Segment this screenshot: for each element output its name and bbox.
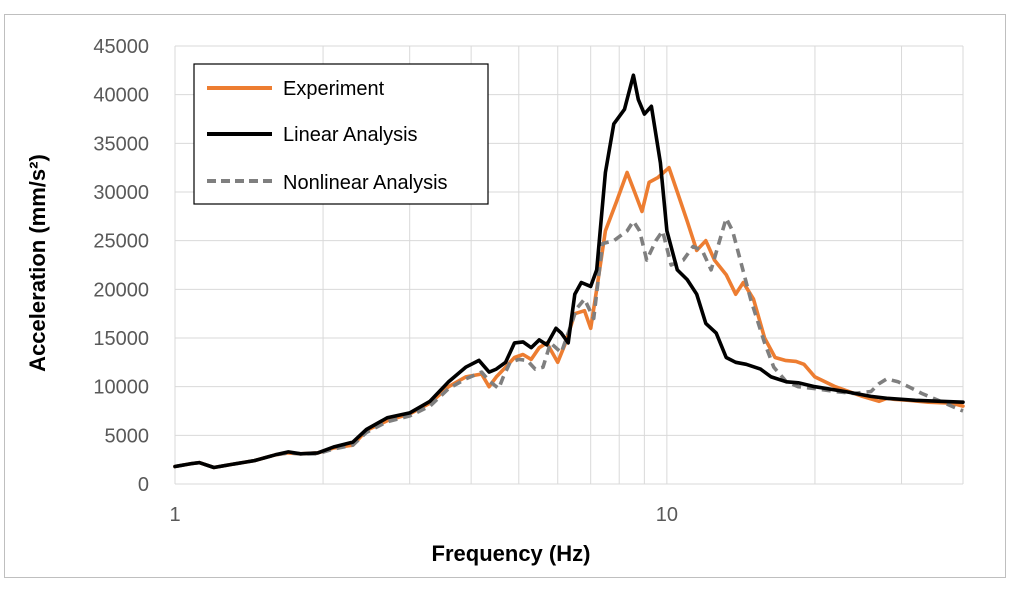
x-tick-label: 10: [656, 504, 678, 526]
y-tick-label: 10000: [93, 377, 149, 399]
y-tick-label: 45000: [93, 36, 149, 58]
y-tick-label: 0: [138, 474, 149, 496]
legend-label-experiment: Experiment: [283, 78, 385, 100]
y-tick-label: 5000: [105, 425, 150, 447]
y-tick-label: 20000: [93, 279, 149, 301]
series-line-linear-analysis: [173, 73, 965, 470]
y-tick-label: 15000: [93, 328, 149, 350]
y-axis-ticks: 0 5000 10000 15000 20000 25000 30000 35000 40000…: [93, 36, 149, 496]
y-tick-label: 40000: [93, 85, 149, 107]
y-tick-label: 35000: [93, 133, 149, 155]
chart-frame: [4, 14, 1006, 578]
series-line-experiment: [173, 165, 965, 470]
y-tick-label: 25000: [93, 231, 149, 253]
y-tick-label: 30000: [93, 182, 149, 204]
legend-label-linear: Linear Analysis: [283, 124, 418, 146]
x-tick-label: 1: [169, 504, 180, 526]
legend-label-nonlinear: Nonlinear Analysis: [283, 172, 448, 194]
legend: Experiment Linear Analysis Nonlinear Ana…: [193, 63, 489, 205]
x-axis-ticks: 1 10: [169, 504, 678, 526]
series-lines: [173, 73, 965, 470]
y-axis-title: Acceleration (mm/s²): [25, 154, 50, 372]
x-axis-title: Frequency (Hz): [432, 541, 591, 566]
